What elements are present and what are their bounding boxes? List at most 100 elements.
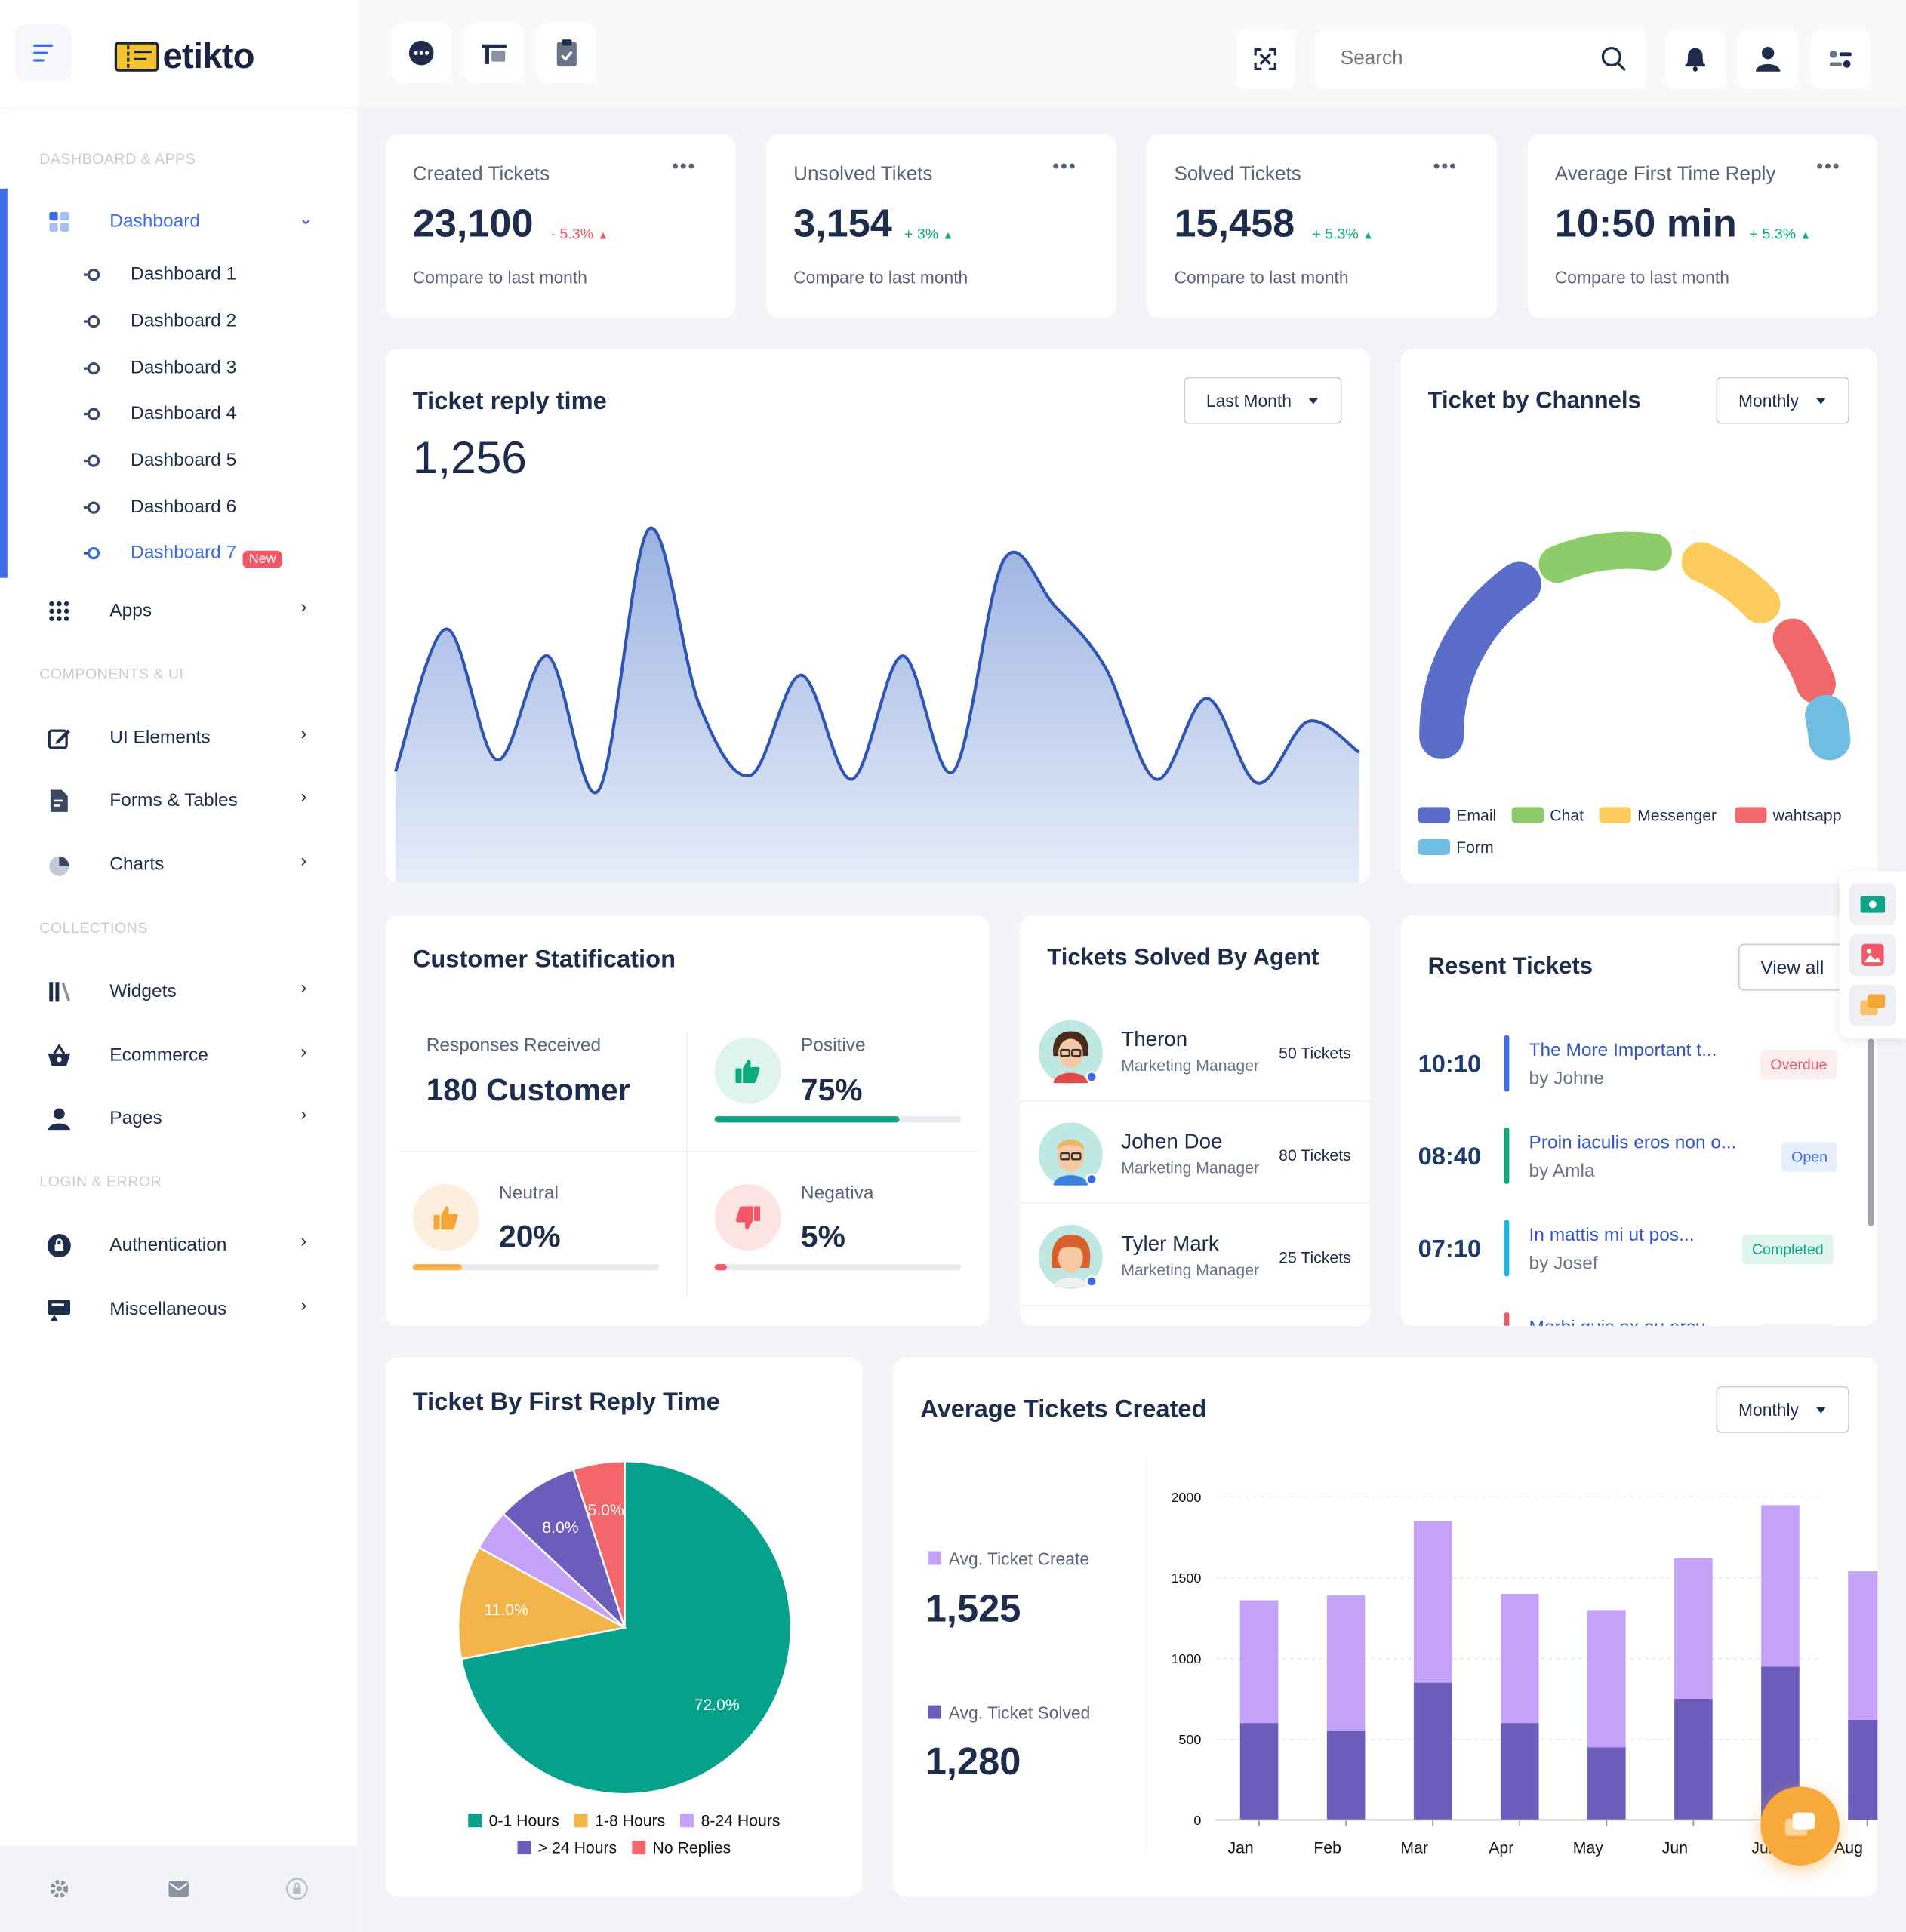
sidebar-subitem-dashboard-4[interactable]: Dashboard 4	[0, 394, 357, 433]
ticket-title: In mattis mi ut pos...	[1529, 1224, 1695, 1246]
messages-button[interactable]	[1849, 984, 1896, 1026]
channels-period-dropdown[interactable]: Monthly	[1716, 377, 1849, 424]
sidebar-item-ecommerce[interactable]: Ecommerce ›	[0, 1032, 357, 1081]
sidebar-item-apps[interactable]: Apps ›	[0, 586, 357, 635]
legend-label: 0-1 Hours	[488, 1810, 559, 1830]
lock-icon	[47, 1234, 71, 1258]
chevron-right-icon: ›	[300, 596, 307, 617]
ticket-author: by Johne	[1529, 1068, 1604, 1090]
stat-change-value: + 5.3%	[1312, 225, 1359, 243]
legend-swatch	[1599, 807, 1631, 823]
stat-change: + 5.3% ▲	[1312, 226, 1374, 243]
sidebar-item-dashboard[interactable]: Dashboard ⌄	[0, 197, 357, 246]
chat-button[interactable]	[392, 23, 451, 83]
sidebar-header: etikto	[0, 0, 357, 106]
pie-slice-label: 5.0%	[587, 1502, 624, 1519]
sidebar-item-miscellaneous[interactable]: Miscellaneous ›	[0, 1285, 357, 1334]
search-box[interactable]	[1316, 29, 1646, 89]
y-tick-label: 1000	[1171, 1651, 1201, 1666]
arrow-up-icon: ▲	[1363, 229, 1374, 242]
more-options-icon[interactable]: •••	[1433, 156, 1458, 178]
chevron-right-icon: ›	[300, 1294, 307, 1316]
agent-avatar	[1038, 1020, 1103, 1084]
ticket-time: 08:40	[1418, 1143, 1482, 1171]
legend-swatch	[1418, 838, 1451, 856]
search-icon[interactable]	[1600, 45, 1627, 72]
stat-change: - 5.3% ▲	[551, 226, 609, 243]
x-tick-label: Feb	[1313, 1840, 1341, 1857]
positive-value: 75%	[800, 1073, 863, 1108]
profile-button[interactable]	[1738, 29, 1798, 89]
sidebar-item-label: Widgets	[109, 980, 177, 1002]
channels-card: Ticket by Channels Monthly Email Chat Me…	[1400, 349, 1878, 884]
fullscreen-button[interactable]	[1236, 29, 1295, 89]
more-options-icon[interactable]: •••	[671, 156, 697, 178]
cash-button[interactable]	[1849, 883, 1896, 926]
scrollbar-thumb[interactable]	[1868, 1038, 1874, 1226]
chevron-right-icon: ›	[300, 1231, 307, 1252]
image-button[interactable]	[1849, 934, 1896, 977]
legend-swatch	[467, 1814, 482, 1828]
sidebar-subitem-dashboard-7[interactable]: Dashboard 7 New	[0, 534, 357, 573]
live-chat-button[interactable]	[1760, 1786, 1840, 1866]
image-icon	[1861, 943, 1884, 966]
bar-segment	[1848, 1719, 1878, 1820]
neutral-label: Neutral	[499, 1183, 559, 1204]
bullet-icon	[83, 361, 100, 375]
legend-label: 1-8 Hours	[595, 1810, 666, 1830]
arrow-up-icon: ▲	[597, 229, 609, 242]
mail-icon[interactable]	[168, 1879, 189, 1899]
pie-legend-row: > 24 Hours No Replies	[386, 1838, 863, 1866]
bar-segment	[1239, 1723, 1279, 1820]
y-tick-label: 500	[1178, 1732, 1201, 1747]
sidebar-item-label: Ecommerce	[109, 1044, 208, 1066]
more-options-icon[interactable]: •••	[1816, 156, 1841, 178]
view-all-button[interactable]: View all	[1738, 943, 1862, 991]
board-button[interactable]	[464, 23, 524, 83]
stat-compare: Compare to last month	[1554, 267, 1729, 288]
sidebar-subitem-dashboard-3[interactable]: Dashboard 3	[0, 349, 357, 388]
bullet-icon	[83, 454, 100, 467]
sidebar-subitem-dashboard-1[interactable]: Dashboard 1	[0, 255, 357, 294]
sidebar-subitem-dashboard-5[interactable]: Dashboard 5	[0, 441, 357, 480]
sidebar-item-widgets[interactable]: Widgets ›	[0, 968, 357, 1017]
y-tick-label: 0	[1193, 1813, 1201, 1828]
chevron-right-icon: ›	[300, 977, 307, 998]
avg-period-dropdown[interactable]: Monthly	[1716, 1386, 1849, 1433]
y-tick-label: 1500	[1171, 1571, 1201, 1586]
sidebar-item-authentication[interactable]: Authentication ›	[0, 1221, 357, 1270]
sidebar-item-label: Apps	[109, 600, 152, 621]
settings-icon[interactable]	[48, 1878, 70, 1900]
notifications-button[interactable]	[1665, 29, 1726, 89]
chevron-right-icon: ›	[300, 723, 307, 745]
sidebar-item-ui-elements[interactable]: UI Elements ›	[0, 713, 357, 762]
menu-toggle-button[interactable]	[14, 24, 72, 82]
card-title: Ticket by Channels	[1427, 388, 1641, 414]
y-tick-label: 2000	[1171, 1490, 1201, 1505]
sidebar-item-forms-tables[interactable]: Forms & Tables ›	[0, 777, 357, 826]
card-title: Ticket reply time	[412, 388, 607, 416]
gauge-segment-messenger	[1681, 542, 1781, 624]
sidebar-subitem-dashboard-6[interactable]: Dashboard 6	[0, 488, 357, 528]
sidebar-item-pages[interactable]: Pages ›	[0, 1094, 357, 1143]
section-dashboard-apps: DASHBOARD & APPS	[39, 150, 196, 168]
negative-circle	[714, 1183, 781, 1251]
stat-card-created: Created Tickets ••• 23,100 - 5.3% ▲ Comp…	[385, 134, 736, 318]
search-input[interactable]	[1340, 45, 1587, 73]
more-options-icon[interactable]: •••	[1052, 156, 1077, 178]
arrow-up-icon: ▲	[942, 229, 954, 242]
ticket-bar	[1504, 1220, 1510, 1277]
settings-toggle-button[interactable]	[1811, 29, 1871, 89]
gauge-segment-email	[1419, 561, 1541, 759]
stat-compare: Compare to last month	[412, 267, 587, 288]
sidebar-subitem-label: Dashboard 4	[131, 402, 237, 424]
tasks-button[interactable]	[537, 23, 596, 83]
sidebar-subitem-dashboard-2[interactable]: Dashboard 2	[0, 302, 357, 341]
lock-icon[interactable]	[286, 1878, 308, 1900]
legend-form: Form	[1418, 838, 1494, 857]
bar-segment	[1848, 1571, 1878, 1720]
sidebar-subitem-label: Dashboard 2	[131, 310, 237, 332]
period-dropdown[interactable]: Last Month	[1184, 377, 1342, 424]
sidebar-item-charts[interactable]: Charts ›	[0, 840, 357, 889]
bar-segment	[1587, 1610, 1626, 1748]
